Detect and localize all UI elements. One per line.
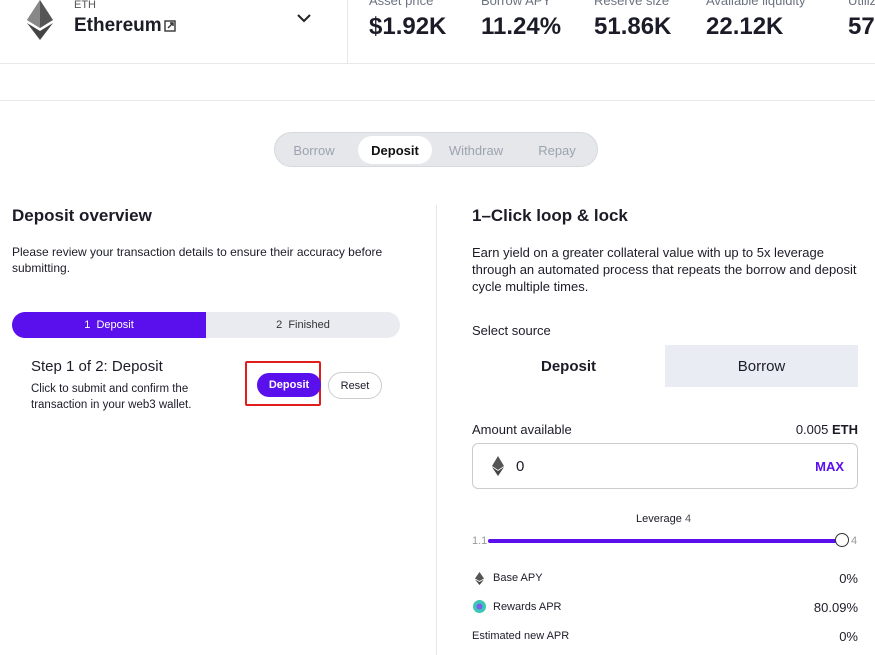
step-title: Step 1 of 2: Deposit — [31, 358, 163, 375]
max-button[interactable]: MAX — [815, 459, 844, 474]
slider-fill — [488, 539, 842, 543]
leverage-label-text: Leverage — [636, 513, 682, 525]
stat-value: 22.12K — [706, 13, 784, 40]
stat-value: 57 — [848, 13, 875, 40]
row-value: 0% — [839, 629, 858, 644]
step-text: Click to submit and confirm the transact… — [31, 383, 192, 411]
amount-value: 0.005 — [795, 422, 829, 437]
row-value: 80.09% — [813, 600, 858, 615]
slider-min: 1.1 — [472, 535, 488, 547]
description: Please review your transaction details t… — [12, 245, 383, 275]
stat-label: Utiliz — [848, 0, 875, 8]
stat-value: $1.92K — [369, 13, 447, 40]
divider — [436, 205, 437, 655]
rewards-icon — [473, 600, 486, 613]
eth-icon — [475, 572, 484, 585]
source-label: Select source — [472, 323, 551, 338]
stat-label: Reserve size — [594, 0, 670, 8]
tab[interactable]: Deposit — [358, 136, 432, 164]
divider — [0, 100, 875, 101]
step: 2 Finished — [276, 319, 330, 331]
eth-icon — [27, 0, 53, 40]
divider — [347, 0, 348, 63]
tab[interactable]: Borrow — [293, 142, 335, 158]
description: Earn yield on a greater collateral value… — [472, 245, 857, 294]
section-title: Deposit overview — [12, 206, 152, 225]
row-value: 0% — [839, 571, 858, 586]
source-option[interactable]: Borrow — [665, 345, 858, 387]
asset-symbol: ETH — [74, 0, 96, 11]
asset-name: Ethereum — [74, 15, 162, 36]
stat-label: Borrow APY — [481, 0, 552, 8]
leverage-value: 4 — [684, 513, 692, 525]
slider-track — [488, 539, 842, 543]
step: 1 Deposit — [12, 312, 206, 338]
row-label: Estimated new APR — [472, 630, 570, 642]
amount-input[interactable] — [472, 443, 858, 489]
row-label: Rewards APR — [493, 601, 562, 613]
eth-icon — [492, 456, 504, 476]
slider-knob[interactable] — [835, 533, 849, 547]
tab[interactable]: Withdraw — [448, 142, 504, 158]
amount-unit: ETH — [832, 422, 858, 437]
stat-value: 11.24% — [481, 13, 562, 40]
dropdown-chevron[interactable] — [297, 13, 311, 23]
external-link-icon[interactable] — [164, 20, 176, 32]
stat-value: 51.86K — [594, 13, 672, 40]
input-value: 0 — [516, 458, 525, 475]
source-option[interactable]: Deposit — [472, 345, 665, 387]
slider-max: 4 — [851, 535, 858, 547]
leverage-label: Leverage 4 — [636, 513, 691, 525]
reset-button[interactable]: Reset — [328, 372, 382, 399]
section-title: 1–Click loop & lock — [472, 206, 628, 225]
amount-label: Amount available — [472, 422, 572, 437]
deposit-button[interactable]: Deposit — [257, 373, 321, 397]
divider — [0, 63, 875, 64]
tab[interactable]: Repay — [538, 142, 576, 158]
row-label: Base APY — [493, 572, 543, 584]
stepper: 1 Deposit 2 Finished — [12, 312, 400, 338]
stat-label: Available liquidity — [706, 0, 806, 8]
tab-bar — [274, 132, 598, 167]
amount-available: 0.005 ETH — [796, 422, 858, 437]
stat-label: Asset price — [369, 0, 434, 8]
